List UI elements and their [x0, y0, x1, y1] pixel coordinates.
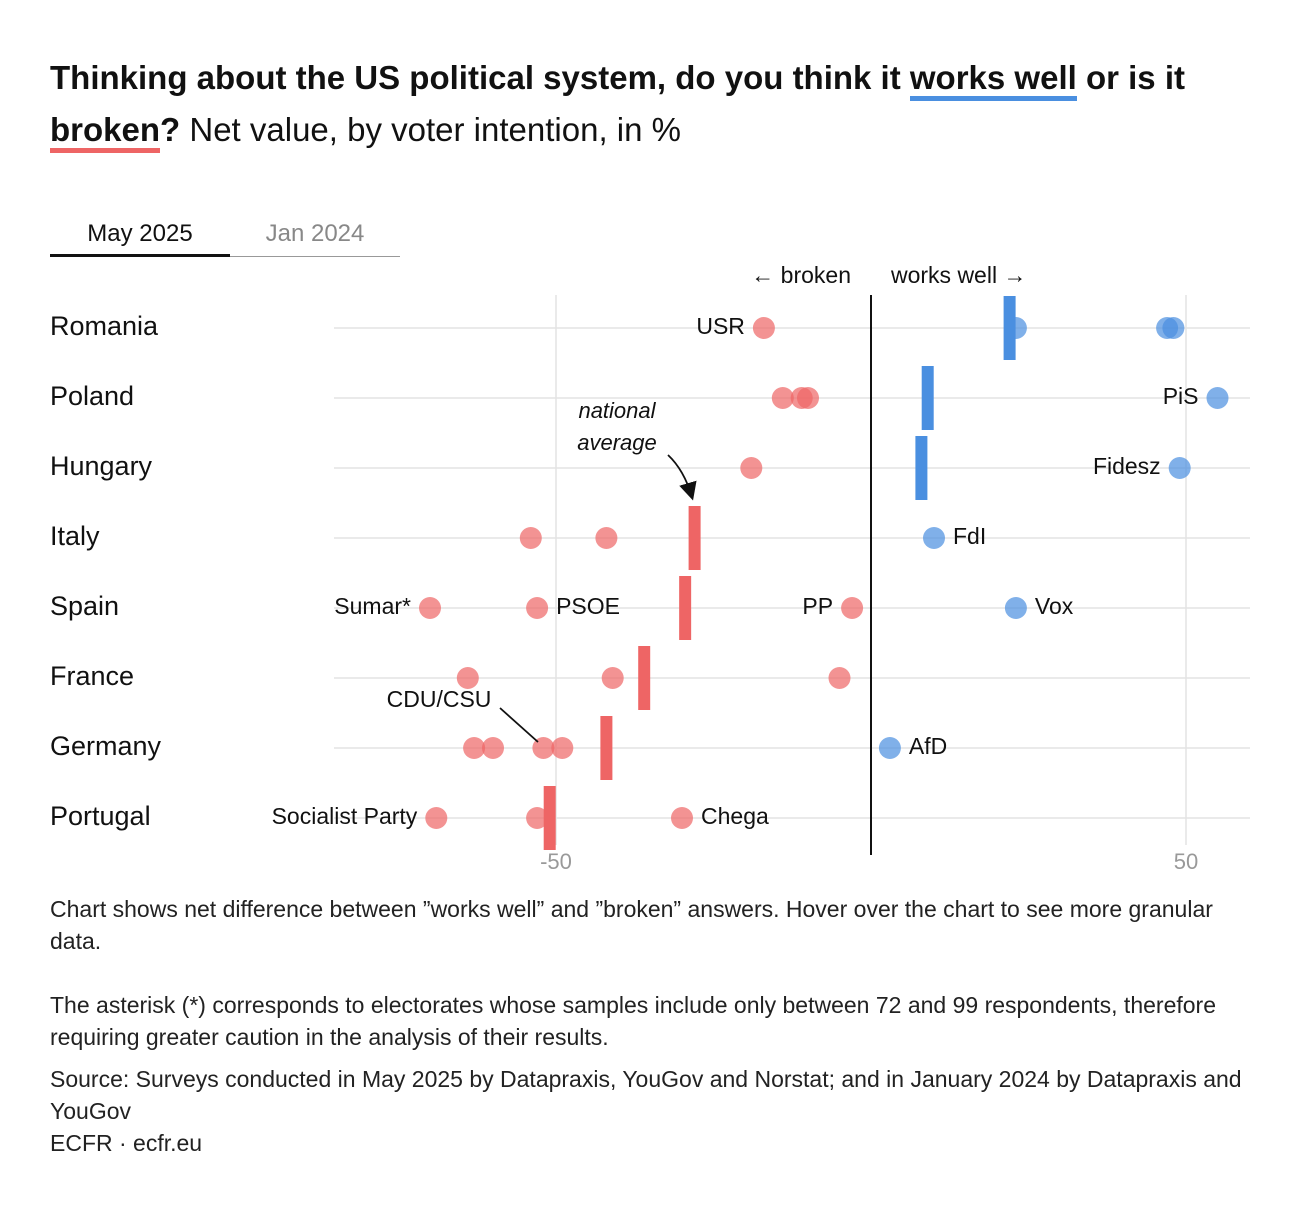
party-label: Fidesz [1093, 453, 1161, 479]
party-dot [482, 737, 504, 759]
party-dot [419, 597, 441, 619]
party-dot [740, 457, 763, 479]
party-dot [1162, 317, 1185, 339]
party-dot [526, 597, 549, 619]
title-part1: Thinking about the US political system, … [50, 59, 910, 96]
party-dot [1004, 597, 1027, 619]
party-dot [771, 387, 794, 409]
national-average-bar [600, 716, 613, 780]
country-label: Portugal [50, 801, 151, 831]
national-average-bar [679, 576, 692, 640]
country-label: Germany [50, 731, 162, 761]
cdu-leader-line [499, 707, 539, 743]
tick-label: -50 [540, 849, 572, 874]
national-average-annotation: average [577, 430, 657, 455]
footer-note-1: Chart shows net difference between ”work… [50, 896, 1213, 954]
chart-subtitle: Net value, by voter intention, in % [180, 111, 681, 148]
tab-may-2025[interactable]: May 2025 [50, 220, 230, 257]
national-average-bar [688, 506, 701, 570]
party-dot [526, 807, 549, 829]
cdu-annotation: CDU/CSU [387, 686, 492, 712]
title-qmark: ? [160, 111, 181, 148]
country-label: Romania [50, 311, 159, 341]
party-dot [595, 527, 618, 549]
national-average-bar [638, 646, 651, 710]
footer-note-2: The asterisk (*) corresponds to electora… [50, 992, 1216, 1050]
title-broken: broken [50, 111, 161, 153]
footer-source: Source: Surveys conducted in May 2025 by… [50, 1066, 1242, 1124]
broken-direction-label: ← broken [751, 262, 851, 288]
party-label: USR [696, 313, 745, 339]
party-dot [878, 737, 901, 759]
party-dot [456, 667, 479, 689]
works-well-direction-label: works well → [890, 262, 1026, 288]
national-average-annotation: national [578, 398, 656, 423]
national-average-bar [915, 436, 928, 500]
country-label: France [50, 661, 134, 691]
party-label: Socialist Party [272, 803, 418, 829]
party-dot [1206, 387, 1229, 409]
tick-label: 50 [1174, 849, 1198, 874]
country-label: Poland [50, 381, 134, 411]
party-dot [841, 597, 864, 619]
party-label: AfD [909, 733, 947, 759]
party-dot [828, 667, 851, 689]
title-part2: or is it [1076, 59, 1185, 96]
party-dot [671, 807, 693, 829]
party-dot [425, 807, 448, 829]
national-average-bar [921, 366, 934, 430]
party-label: Sumar* [334, 593, 411, 619]
party-dot [797, 387, 819, 409]
party-dot [519, 527, 542, 549]
party-dot [1168, 457, 1191, 479]
footer-credit: ECFR · ecfr.eu [50, 1130, 203, 1156]
party-dot [463, 737, 486, 759]
party-label: Vox [1035, 593, 1074, 619]
party-dot [923, 527, 945, 549]
party-dot [532, 737, 555, 759]
party-label: Chega [701, 803, 769, 829]
party-label: PP [802, 593, 833, 619]
party-label: PSOE [556, 593, 620, 619]
tab-jan-2024[interactable]: Jan 2024 [230, 220, 400, 257]
period-tabs: May 2025 Jan 2024 [50, 220, 400, 257]
chart-title: Thinking about the US political system, … [50, 52, 1250, 156]
dot-plot-chart: -50 50 Romania Poland Hungary Italy Spain Franc… [50, 262, 1250, 874]
national-average-bar [543, 786, 556, 850]
party-label: FdI [953, 523, 986, 549]
party-dot [601, 667, 624, 689]
title-works-well: works well [909, 59, 1077, 101]
country-label: Spain [50, 591, 119, 621]
party-label: PiS [1163, 383, 1199, 409]
party-dot [752, 317, 775, 339]
country-label: Hungary [50, 451, 153, 481]
national-average-bar [1003, 296, 1016, 360]
country-label: Italy [50, 521, 100, 551]
party-dot [551, 737, 574, 759]
annotation-arrow [667, 454, 697, 501]
